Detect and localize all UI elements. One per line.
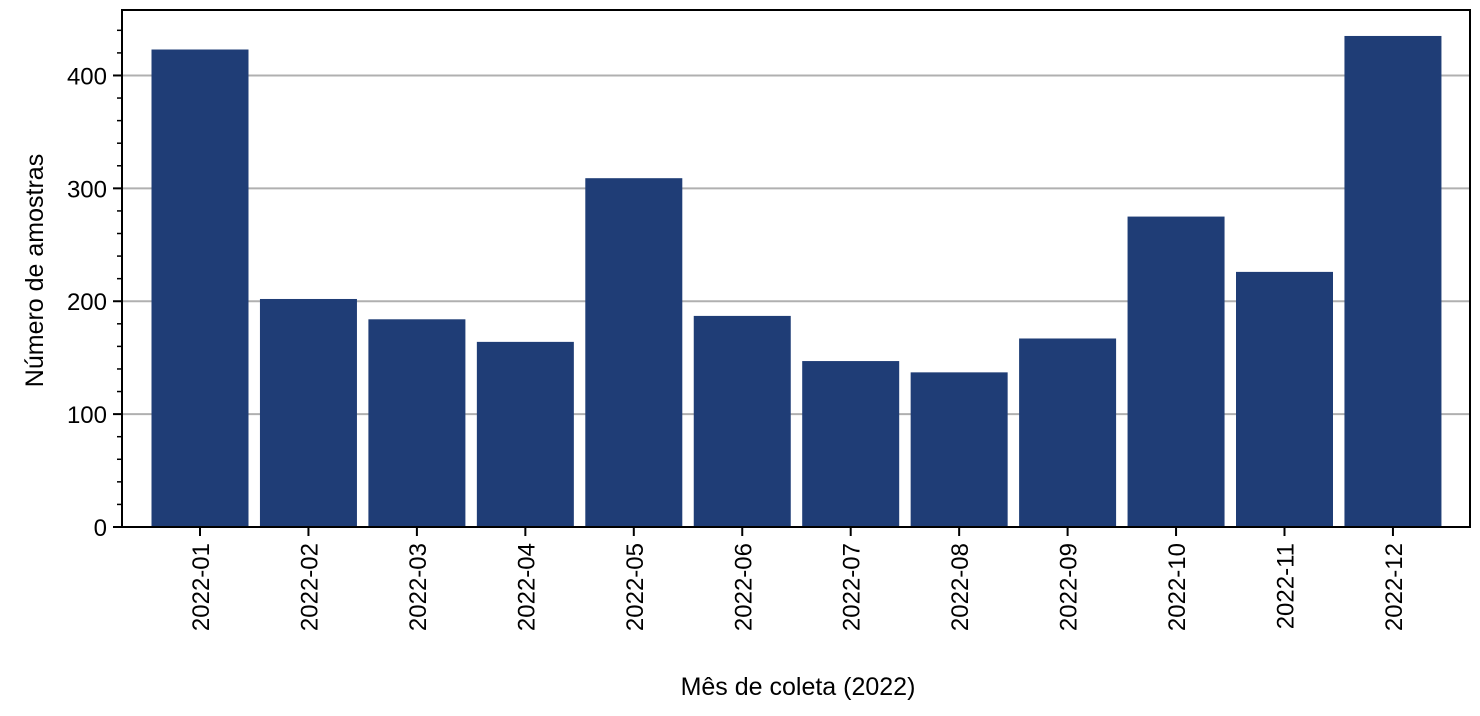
- bar-2022-04: [476, 341, 574, 527]
- y-tick-label: 100: [67, 402, 107, 429]
- y-tick-label: 300: [67, 176, 107, 203]
- x-axis-title: Mês de coleta (2022): [681, 673, 916, 701]
- x-axis: 2022-01 2022-02 2022-03 2022-04 2022-05 2022-…: [188, 527, 1408, 631]
- bar-2022-11: [1236, 271, 1333, 527]
- x-tick-label: 2022-05: [622, 543, 649, 631]
- x-tick-label: 2022-07: [839, 543, 866, 631]
- x-tick-label: 2022-02: [296, 543, 323, 631]
- bar-2022-09: [1019, 338, 1117, 527]
- x-tick-label: 2022-08: [947, 543, 974, 631]
- y-axis: 0 100 200 300 400: [67, 29, 122, 542]
- bar-2022-03: [368, 319, 466, 527]
- bars: [151, 35, 1442, 528]
- y-tick-label: 400: [67, 63, 107, 90]
- bar-2022-05: [585, 178, 683, 527]
- bar-2022-08: [910, 372, 1008, 527]
- y-tick-label: 200: [67, 289, 107, 316]
- y-tick-label: 0: [94, 515, 107, 542]
- bar-2022-02: [259, 298, 357, 527]
- x-tick-label: 2022-06: [730, 543, 757, 631]
- x-tick-label: 2022-11: [1273, 543, 1300, 629]
- bar-2022-10: [1127, 216, 1225, 528]
- x-tick-label: 2022-09: [1056, 543, 1083, 631]
- x-tick-label: 2022-01: [188, 543, 215, 631]
- plot-frame: [121, 9, 1471, 528]
- bar-2022-06: [693, 315, 791, 527]
- x-tick-label: 2022-12: [1381, 543, 1408, 631]
- x-tick-label: 2022-03: [405, 543, 432, 631]
- x-tick-label: 2022-10: [1164, 543, 1191, 631]
- bar-2022-01: [151, 49, 249, 528]
- bar-2022-07: [802, 361, 900, 527]
- bar-2022-12: [1344, 35, 1442, 527]
- y-axis-title: Número de amostras: [21, 154, 49, 387]
- x-tick-label: 2022-04: [513, 543, 540, 631]
